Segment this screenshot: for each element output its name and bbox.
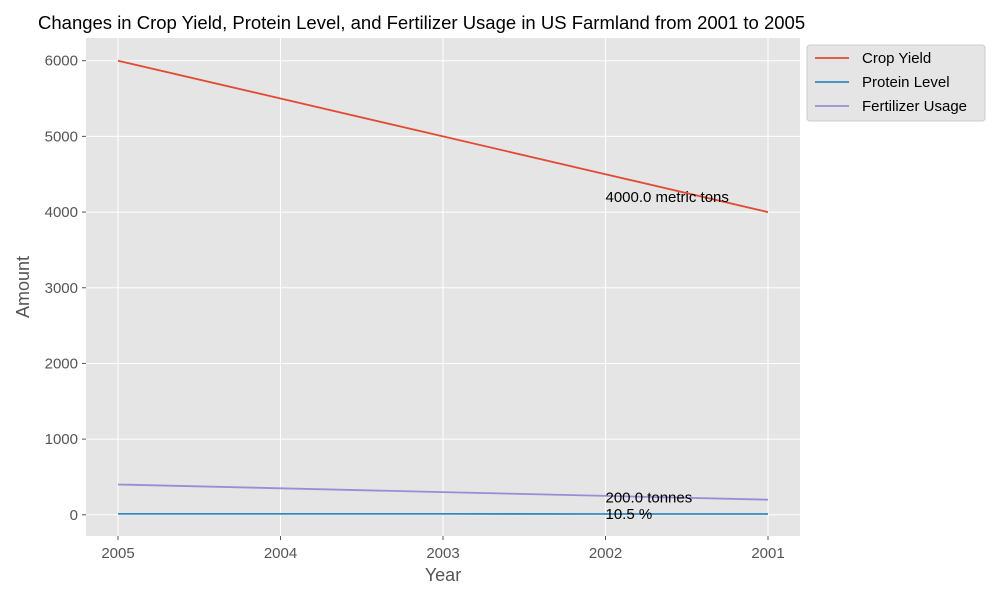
legend-entry: Crop Yield: [862, 50, 931, 67]
x-tick-label: 2002: [589, 545, 622, 562]
y-tick-label: 0: [70, 507, 78, 524]
x-tick-label: 2001: [751, 545, 784, 562]
y-axis-label: Amount: [13, 256, 33, 318]
legend: Crop Yield Protein Level Fertilizer Usage: [807, 45, 985, 121]
y-tick-label: 6000: [45, 53, 78, 70]
y-tick-label: 5000: [45, 128, 78, 145]
legend-entry: Fertilizer Usage: [862, 98, 967, 115]
y-tick-label: 3000: [45, 280, 78, 297]
annotation-label: 200.0 tonnes: [606, 489, 693, 506]
y-tick-label: 4000: [45, 204, 78, 221]
y-tick-label: 2000: [45, 355, 78, 372]
y-tick-labels: 0 1000 2000 3000 4000 5000 6000: [45, 53, 86, 524]
legend-entry: Protein Level: [862, 74, 950, 91]
x-tick-label: 2004: [264, 545, 297, 562]
x-tick-label: 2005: [101, 545, 134, 562]
annotation-label: 4000.0 metric tons: [606, 189, 729, 206]
annotation-label: 10.5 %: [606, 506, 653, 523]
x-axis-label: Year: [425, 565, 461, 585]
chart-title: Changes in Crop Yield, Protein Level, an…: [38, 12, 805, 33]
x-tick-labels: 2005 2004 2003 2002 2001: [101, 536, 784, 562]
y-tick-label: 1000: [45, 431, 78, 448]
x-tick-label: 2003: [426, 545, 459, 562]
